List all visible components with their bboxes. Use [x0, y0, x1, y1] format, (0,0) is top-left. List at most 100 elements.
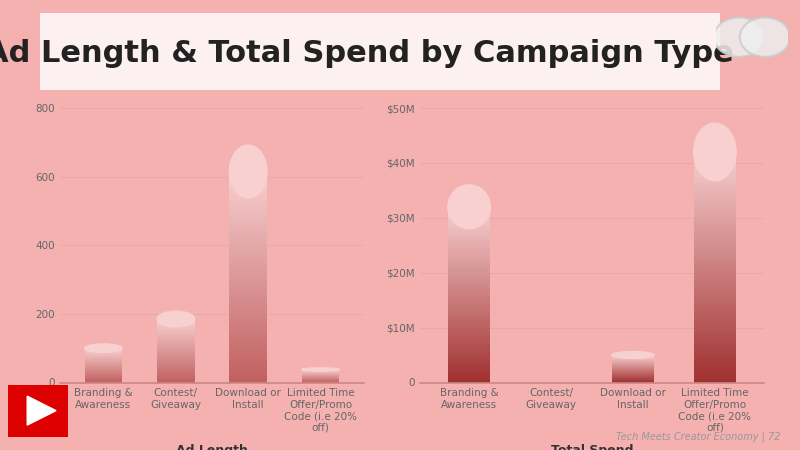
- Bar: [694, 284, 736, 287]
- Bar: [694, 375, 736, 377]
- Bar: [694, 323, 736, 325]
- Bar: [448, 249, 490, 251]
- Bar: [694, 325, 736, 327]
- Bar: [694, 307, 736, 310]
- Bar: [448, 349, 490, 350]
- Ellipse shape: [230, 145, 267, 198]
- Bar: [230, 214, 267, 216]
- Bar: [448, 252, 490, 254]
- Bar: [157, 350, 194, 351]
- Bar: [230, 238, 267, 240]
- Bar: [448, 225, 490, 226]
- Bar: [230, 319, 267, 321]
- Bar: [230, 171, 267, 173]
- Bar: [157, 381, 194, 382]
- Bar: [230, 288, 267, 289]
- Bar: [448, 334, 490, 336]
- Bar: [157, 325, 194, 326]
- Bar: [157, 334, 194, 335]
- Bar: [230, 212, 267, 214]
- Bar: [157, 368, 194, 369]
- Bar: [694, 271, 736, 273]
- Bar: [694, 244, 736, 246]
- Bar: [230, 302, 267, 303]
- Bar: [230, 258, 267, 259]
- Bar: [448, 239, 490, 240]
- Bar: [694, 173, 736, 175]
- Bar: [694, 377, 736, 378]
- Bar: [694, 252, 736, 254]
- Bar: [230, 247, 267, 249]
- Bar: [230, 305, 267, 307]
- Bar: [694, 229, 736, 231]
- Bar: [230, 242, 267, 243]
- Bar: [694, 256, 736, 257]
- Bar: [448, 248, 490, 249]
- Bar: [448, 379, 490, 381]
- Bar: [448, 279, 490, 280]
- Bar: [448, 378, 490, 379]
- Bar: [230, 340, 267, 342]
- Bar: [694, 356, 736, 357]
- Bar: [694, 338, 736, 340]
- Bar: [694, 167, 736, 169]
- Bar: [157, 355, 194, 356]
- Bar: [694, 225, 736, 227]
- Bar: [448, 254, 490, 255]
- Bar: [694, 286, 736, 288]
- Bar: [694, 158, 736, 160]
- Bar: [448, 358, 490, 359]
- Bar: [448, 227, 490, 229]
- Bar: [157, 324, 194, 325]
- Bar: [448, 312, 490, 314]
- Bar: [448, 311, 490, 312]
- Bar: [448, 303, 490, 305]
- Bar: [694, 328, 736, 331]
- Bar: [157, 337, 194, 338]
- Bar: [694, 163, 736, 165]
- Bar: [694, 369, 736, 371]
- Bar: [157, 369, 194, 370]
- Bar: [448, 356, 490, 358]
- Bar: [157, 320, 194, 321]
- Bar: [157, 333, 194, 334]
- Bar: [157, 319, 194, 320]
- Bar: [448, 317, 490, 318]
- Bar: [230, 207, 267, 208]
- Bar: [230, 265, 267, 266]
- Bar: [230, 193, 267, 194]
- Bar: [694, 204, 736, 206]
- Bar: [448, 296, 490, 297]
- Bar: [694, 261, 736, 263]
- Bar: [230, 187, 267, 189]
- Bar: [230, 289, 267, 291]
- Bar: [448, 246, 490, 248]
- Bar: [230, 360, 267, 361]
- Bar: [694, 306, 736, 307]
- Bar: [448, 320, 490, 321]
- Bar: [694, 304, 736, 306]
- Bar: [448, 226, 490, 227]
- Bar: [157, 344, 194, 345]
- Bar: [230, 205, 267, 207]
- Bar: [448, 286, 490, 288]
- Bar: [694, 207, 736, 210]
- Bar: [230, 175, 267, 177]
- Bar: [448, 282, 490, 283]
- Bar: [230, 379, 267, 381]
- Bar: [448, 229, 490, 230]
- Ellipse shape: [85, 344, 122, 352]
- Bar: [157, 380, 194, 381]
- Bar: [157, 377, 194, 378]
- Bar: [448, 270, 490, 271]
- Bar: [448, 290, 490, 292]
- Bar: [448, 266, 490, 267]
- Bar: [230, 222, 267, 224]
- Bar: [230, 217, 267, 219]
- Bar: [694, 223, 736, 225]
- Bar: [230, 363, 267, 365]
- Bar: [157, 341, 194, 342]
- Bar: [230, 240, 267, 242]
- Bar: [694, 333, 736, 334]
- Bar: [448, 277, 490, 279]
